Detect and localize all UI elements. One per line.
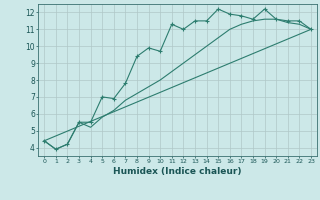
X-axis label: Humidex (Indice chaleur): Humidex (Indice chaleur) [113,167,242,176]
